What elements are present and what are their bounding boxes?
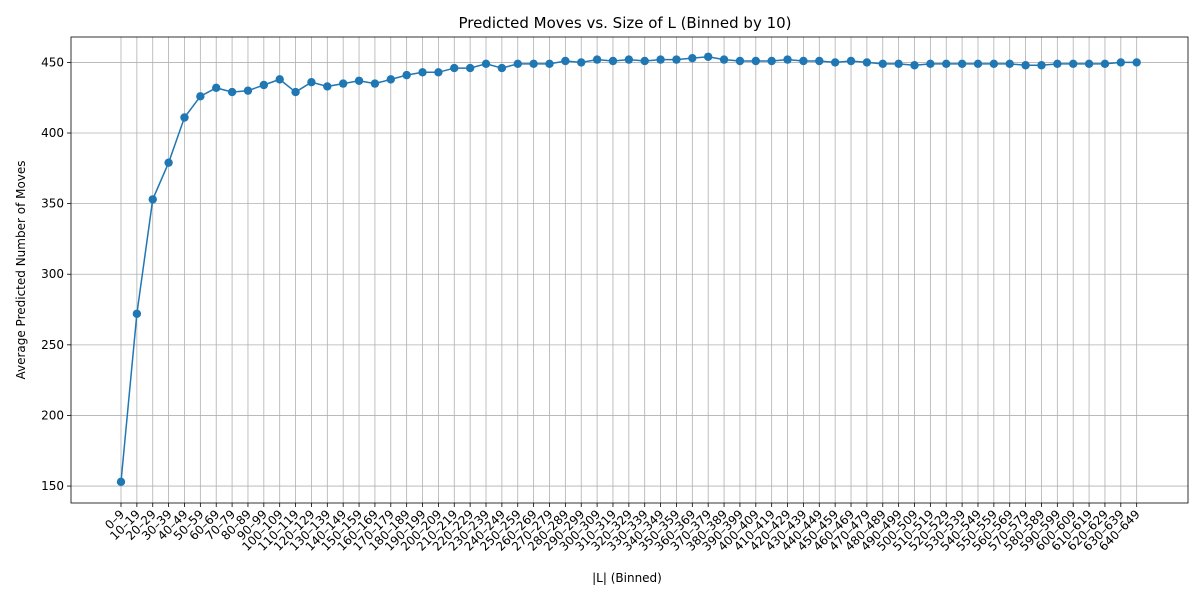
data-point (942, 59, 951, 69)
data-point (212, 83, 221, 93)
data-point (973, 59, 983, 69)
y-tick-label: 400 (41, 126, 64, 140)
data-point (164, 158, 173, 167)
data-point (1100, 59, 1110, 69)
data-point (703, 52, 713, 61)
data-point (1069, 59, 1078, 69)
data-point (323, 82, 332, 91)
x-axis-label: |L| (Binned) (592, 571, 662, 585)
y-tick-label: 150 (41, 479, 64, 493)
data-point (640, 56, 649, 66)
data-point (830, 58, 840, 67)
data-point (735, 56, 745, 66)
data-point (656, 55, 665, 64)
data-point (354, 76, 364, 85)
data-point (1053, 59, 1062, 69)
data-point (1021, 61, 1030, 70)
data-point (989, 59, 999, 69)
data-point (481, 59, 491, 69)
data-point (561, 56, 570, 66)
data-point (783, 55, 792, 64)
y-axis-label: Average Predicted Number of Moves (14, 160, 28, 379)
data-point (1037, 61, 1046, 70)
data-point (275, 75, 284, 84)
data-point (1132, 58, 1141, 67)
data-point (1084, 59, 1094, 69)
data-point (751, 56, 760, 66)
data-point (338, 79, 348, 88)
data-point (132, 309, 142, 318)
data-point (116, 477, 126, 487)
y-axis-ticks: 150 200 250 300 350 400 450 (41, 55, 71, 493)
data-point (418, 68, 427, 77)
data-point (862, 58, 872, 67)
x-axis-ticks: 0–910–1920–2930–3940–4950–5960–6970–7980… (102, 503, 1143, 554)
data-point (577, 58, 586, 67)
data-point (878, 59, 887, 69)
data-point (719, 55, 729, 64)
data-point (434, 68, 443, 77)
data-point (497, 63, 507, 73)
data-point (307, 77, 316, 87)
y-tick-label: 200 (41, 408, 64, 422)
data-points (116, 52, 1141, 487)
data-point (957, 59, 967, 69)
data-point (148, 195, 157, 204)
data-point (513, 59, 522, 69)
data-point (259, 80, 269, 90)
data-point (180, 113, 189, 122)
data-point (926, 59, 935, 69)
data-point (545, 59, 554, 69)
data-point (529, 59, 538, 69)
data-point (386, 75, 395, 84)
y-tick-label: 250 (41, 338, 64, 352)
data-point (370, 79, 380, 88)
data-point (465, 63, 475, 73)
data-point (910, 61, 919, 70)
data-point (672, 55, 681, 64)
grid (71, 37, 1188, 503)
data-point (1116, 58, 1126, 67)
data-point (227, 87, 237, 97)
data-point (608, 56, 618, 66)
data-point (688, 53, 697, 63)
data-point (450, 63, 459, 73)
chart-title: Predicted Moves vs. Size of L (Binned by… (458, 14, 791, 32)
data-point (846, 56, 856, 66)
data-point (402, 70, 411, 80)
plot-frame (70, 36, 1189, 504)
y-tick-label: 300 (41, 267, 64, 281)
data-point (291, 87, 300, 97)
data-point (243, 86, 253, 95)
data-point (799, 56, 808, 66)
data-point (624, 55, 634, 64)
data-point (1005, 59, 1014, 69)
data-point (196, 92, 205, 101)
data-point (894, 59, 903, 69)
y-tick-label: 350 (41, 197, 64, 211)
data-point (592, 55, 602, 64)
data-point (767, 56, 776, 66)
y-tick-label: 450 (41, 55, 64, 69)
data-point (815, 56, 824, 66)
